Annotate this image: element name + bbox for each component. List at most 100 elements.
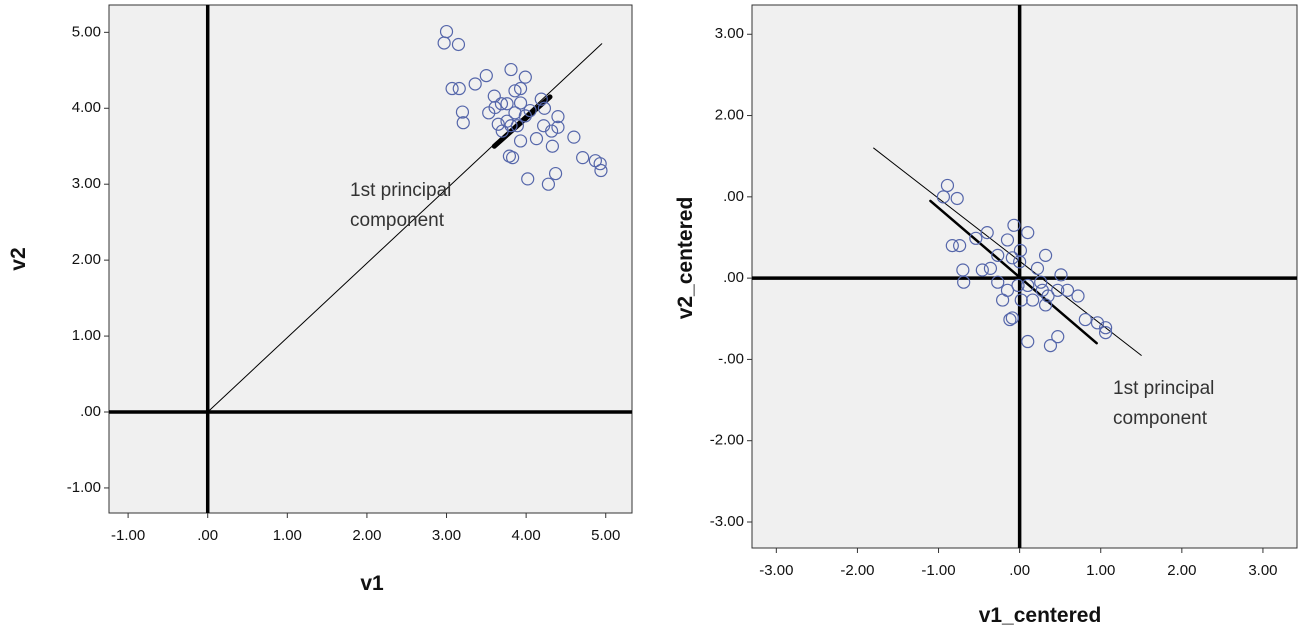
- data-point: [502, 149, 517, 163]
- data-point: [1054, 268, 1068, 282]
- data-point: [445, 81, 459, 96]
- y-tick-label: -2.00: [710, 432, 744, 449]
- x-tick-label: .00: [197, 527, 218, 544]
- data-point: [1051, 283, 1065, 297]
- data-point: [1078, 312, 1092, 327]
- data-point: [1021, 278, 1035, 293]
- annotation: component: [1113, 408, 1208, 429]
- plot-content: [109, 5, 632, 513]
- y-tick-label: 3.00: [715, 25, 744, 42]
- data-point: [1000, 233, 1015, 247]
- data-point: [983, 261, 998, 275]
- y-tick-label: -3.00: [710, 513, 744, 530]
- data-point: [594, 163, 608, 178]
- x-tick-label: -2.00: [840, 562, 874, 579]
- principal-component-line: [873, 147, 1142, 356]
- data-point: [508, 106, 522, 120]
- y-tick-label: 5.00: [72, 23, 101, 40]
- data-point: [494, 97, 509, 111]
- data-point: [534, 92, 548, 106]
- data-point: [479, 69, 493, 83]
- y-axis-title: v2: [7, 247, 30, 270]
- data-point: [1038, 298, 1053, 312]
- data-point: [1090, 316, 1105, 330]
- data-point: [991, 248, 1005, 262]
- data-point: [1011, 278, 1025, 293]
- data-point: [576, 151, 590, 165]
- data-point: [950, 191, 964, 206]
- data-point: [1026, 293, 1040, 307]
- data-point: [545, 139, 559, 153]
- data-point: [468, 77, 482, 91]
- data-point: [945, 239, 959, 253]
- data-point: [510, 119, 524, 133]
- data-point: [491, 117, 505, 131]
- annotation: 1st principal: [350, 180, 451, 201]
- data-point: [991, 275, 1005, 289]
- y-axis-title: v2_centered: [674, 197, 697, 320]
- data-point: [593, 157, 607, 171]
- data-point: [541, 177, 556, 191]
- y-tick-label: .00: [723, 269, 744, 286]
- data-point: [969, 231, 983, 245]
- data-point: [451, 37, 466, 52]
- data-point: [488, 100, 502, 115]
- x-tick-label: 3.00: [1248, 562, 1277, 579]
- data-point: [567, 130, 581, 144]
- data-point: [1038, 248, 1053, 262]
- data-point: [936, 190, 950, 204]
- x-tick-label: -3.00: [759, 562, 793, 579]
- data-point: [1051, 330, 1065, 344]
- data-point: [1099, 321, 1113, 335]
- x-tick-label: 5.00: [591, 527, 620, 544]
- annotation: component: [350, 210, 445, 231]
- data-point: [1005, 251, 1019, 265]
- data-point: [1005, 311, 1019, 325]
- x-axis-title: v1_centered: [979, 604, 1102, 627]
- annotation: 1st principal: [1113, 378, 1214, 399]
- y-tick-label: -1.00: [67, 479, 101, 496]
- data-point: [975, 263, 989, 277]
- plot-content: [752, 5, 1297, 548]
- data-point: [1034, 275, 1048, 289]
- data-point: [1041, 289, 1055, 303]
- data-point: [1043, 338, 1058, 353]
- x-tick-label: 2.00: [1167, 562, 1196, 579]
- data-point: [980, 226, 994, 240]
- y-tick-label: 2.00: [715, 107, 744, 124]
- x-tick-label: 3.00: [432, 527, 461, 544]
- data-point: [521, 172, 535, 186]
- data-point: [1021, 334, 1035, 349]
- principal-component-line: [929, 199, 1098, 345]
- y-tick-label: 4.00: [72, 99, 101, 116]
- data-point: [504, 62, 518, 77]
- data-point: [455, 105, 470, 119]
- data-point: [957, 275, 971, 289]
- data-point: [1060, 283, 1075, 297]
- y-tick-label: -.00: [718, 350, 744, 367]
- data-point: [1030, 261, 1045, 275]
- data-point: [518, 70, 532, 84]
- data-point: [940, 178, 955, 193]
- data-point: [953, 239, 967, 253]
- x-tick-label: 2.00: [352, 527, 381, 544]
- data-point: [1071, 289, 1085, 303]
- data-point: [996, 293, 1010, 307]
- data-point: [1013, 255, 1027, 269]
- x-tick-label: 1.00: [273, 527, 302, 544]
- plot-area: [108, 4, 633, 514]
- y-tick-label: .00: [80, 403, 101, 420]
- data-point: [551, 110, 565, 124]
- data-point: [513, 81, 528, 96]
- data-point: [548, 166, 563, 181]
- y-tick-label: 1.00: [72, 327, 101, 344]
- x-tick-label: 1.00: [1086, 562, 1115, 579]
- data-point: [551, 120, 565, 134]
- data-point: [495, 124, 509, 138]
- data-point: [508, 84, 522, 98]
- x-axis-title: v1: [360, 572, 384, 595]
- data-point: [1099, 325, 1113, 340]
- data-point: [513, 134, 528, 148]
